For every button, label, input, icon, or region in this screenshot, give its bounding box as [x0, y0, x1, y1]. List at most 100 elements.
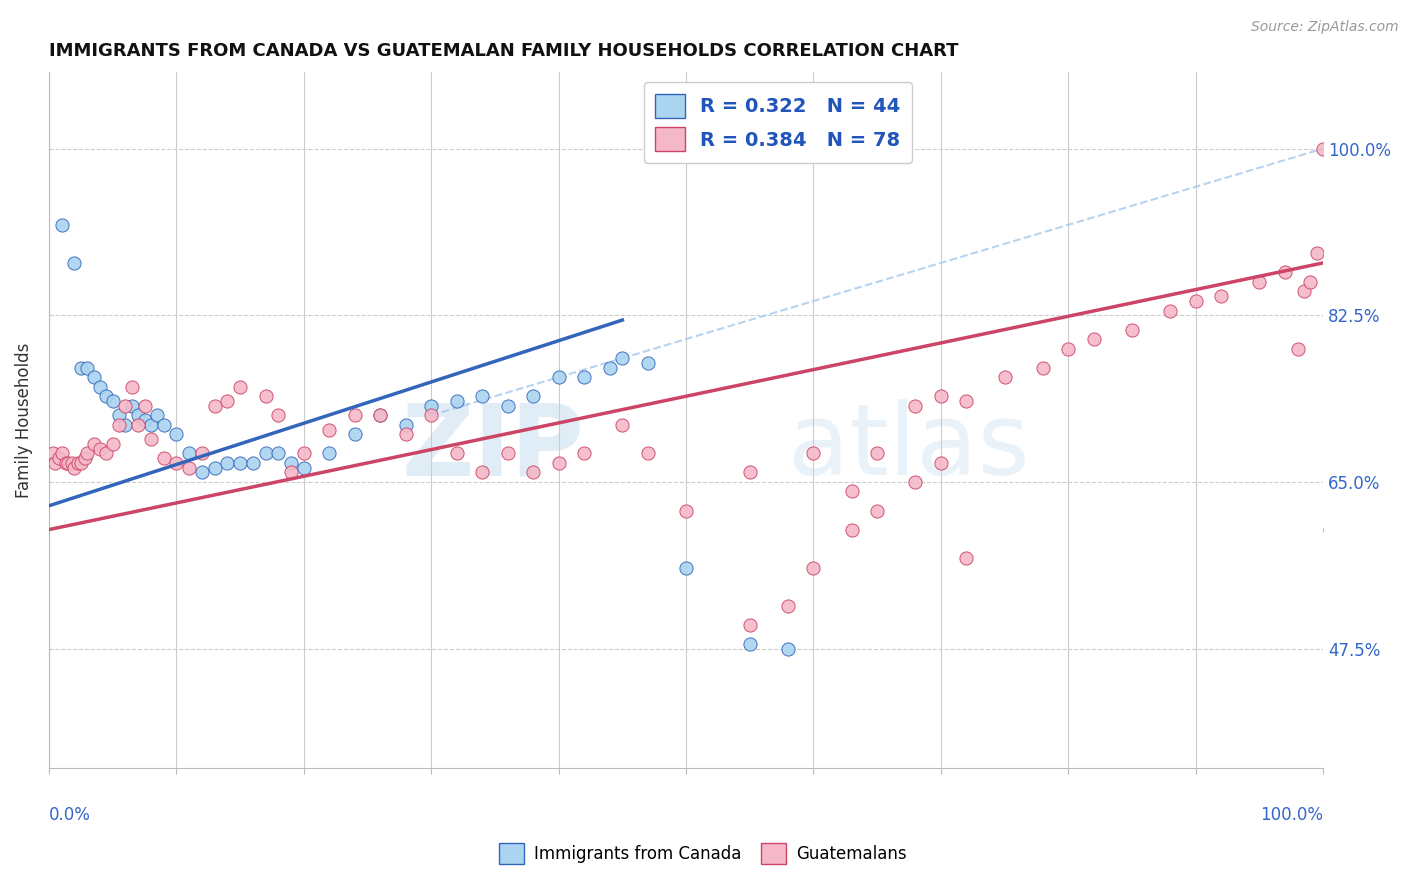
Point: [1184, 293, 1206, 308]
Point: [108, 417, 131, 432]
Point: [599, 360, 621, 375]
Point: [572, 370, 595, 384]
Legend: R = 0.322   N = 44, R = 0.384   N = 78: R = 0.322 N = 44, R = 0.384 N = 78: [644, 82, 912, 162]
Point: [738, 617, 761, 632]
Point: [204, 399, 226, 413]
Point: [44, 456, 66, 470]
Point: [929, 456, 952, 470]
Point: [1032, 360, 1054, 375]
Point: [121, 399, 143, 413]
Point: [496, 399, 519, 413]
Point: [101, 394, 124, 409]
Point: [69, 360, 91, 375]
Point: [267, 409, 290, 423]
Text: ZIP: ZIP: [401, 400, 583, 496]
Text: Source: ZipAtlas.com: Source: ZipAtlas.com: [1251, 20, 1399, 34]
Point: [1306, 246, 1329, 260]
Point: [73, 451, 96, 466]
Point: [1211, 289, 1233, 303]
Point: [994, 370, 1017, 384]
Point: [204, 460, 226, 475]
Point: [904, 475, 927, 489]
Point: [60, 456, 83, 470]
Point: [612, 417, 634, 432]
Point: [343, 409, 366, 423]
Point: [343, 427, 366, 442]
Point: [572, 446, 595, 460]
Point: [955, 551, 977, 566]
Point: [841, 484, 863, 499]
Point: [471, 389, 494, 403]
Point: [89, 442, 111, 456]
Point: [89, 380, 111, 394]
Point: [496, 446, 519, 460]
Point: [675, 503, 697, 517]
Point: [146, 409, 169, 423]
Point: [108, 409, 131, 423]
Point: [121, 380, 143, 394]
Point: [51, 446, 73, 460]
Point: [83, 437, 105, 451]
Point: [217, 394, 239, 409]
Point: [1299, 275, 1322, 289]
Point: [1083, 332, 1105, 346]
Legend: Immigrants from Canada, Guatemalans: Immigrants from Canada, Guatemalans: [492, 837, 914, 871]
Point: [96, 446, 118, 460]
Point: [229, 380, 252, 394]
Point: [114, 399, 136, 413]
Point: [165, 427, 187, 442]
Point: [841, 523, 863, 537]
Point: [318, 423, 340, 437]
Point: [446, 446, 468, 460]
Point: [738, 466, 761, 480]
Point: [522, 466, 544, 480]
Point: [904, 399, 927, 413]
Point: [191, 466, 214, 480]
Point: [637, 446, 659, 460]
Point: [179, 446, 201, 460]
Point: [42, 446, 65, 460]
Point: [48, 451, 70, 466]
Point: [55, 456, 77, 470]
Point: [280, 466, 302, 480]
Point: [1121, 322, 1143, 336]
Point: [242, 456, 264, 470]
Point: [803, 446, 825, 460]
Point: [165, 456, 187, 470]
Point: [420, 409, 443, 423]
Text: 0.0%: 0.0%: [49, 806, 91, 824]
Point: [76, 360, 98, 375]
Text: atlas: atlas: [787, 400, 1029, 496]
Point: [292, 446, 315, 460]
Point: [318, 446, 340, 460]
Point: [547, 370, 569, 384]
Point: [395, 417, 418, 432]
Point: [292, 460, 315, 475]
Point: [127, 417, 149, 432]
Y-axis label: Family Households: Family Households: [15, 343, 32, 498]
Point: [637, 356, 659, 370]
Point: [96, 389, 118, 403]
Point: [63, 460, 86, 475]
Point: [139, 432, 162, 446]
Point: [83, 370, 105, 384]
Point: [675, 560, 697, 574]
Point: [254, 446, 277, 460]
Point: [1319, 523, 1341, 537]
Point: [217, 456, 239, 470]
Point: [395, 427, 418, 442]
Point: [471, 466, 494, 480]
Point: [420, 399, 443, 413]
Point: [229, 456, 252, 470]
Point: [134, 413, 156, 427]
Point: [1057, 342, 1080, 356]
Point: [280, 456, 302, 470]
Point: [1292, 285, 1315, 299]
Point: [1286, 342, 1309, 356]
Point: [1249, 275, 1271, 289]
Point: [152, 417, 174, 432]
Text: IMMIGRANTS FROM CANADA VS GUATEMALAN FAMILY HOUSEHOLDS CORRELATION CHART: IMMIGRANTS FROM CANADA VS GUATEMALAN FAM…: [49, 42, 959, 60]
Point: [101, 437, 124, 451]
Point: [955, 394, 977, 409]
Point: [368, 409, 391, 423]
